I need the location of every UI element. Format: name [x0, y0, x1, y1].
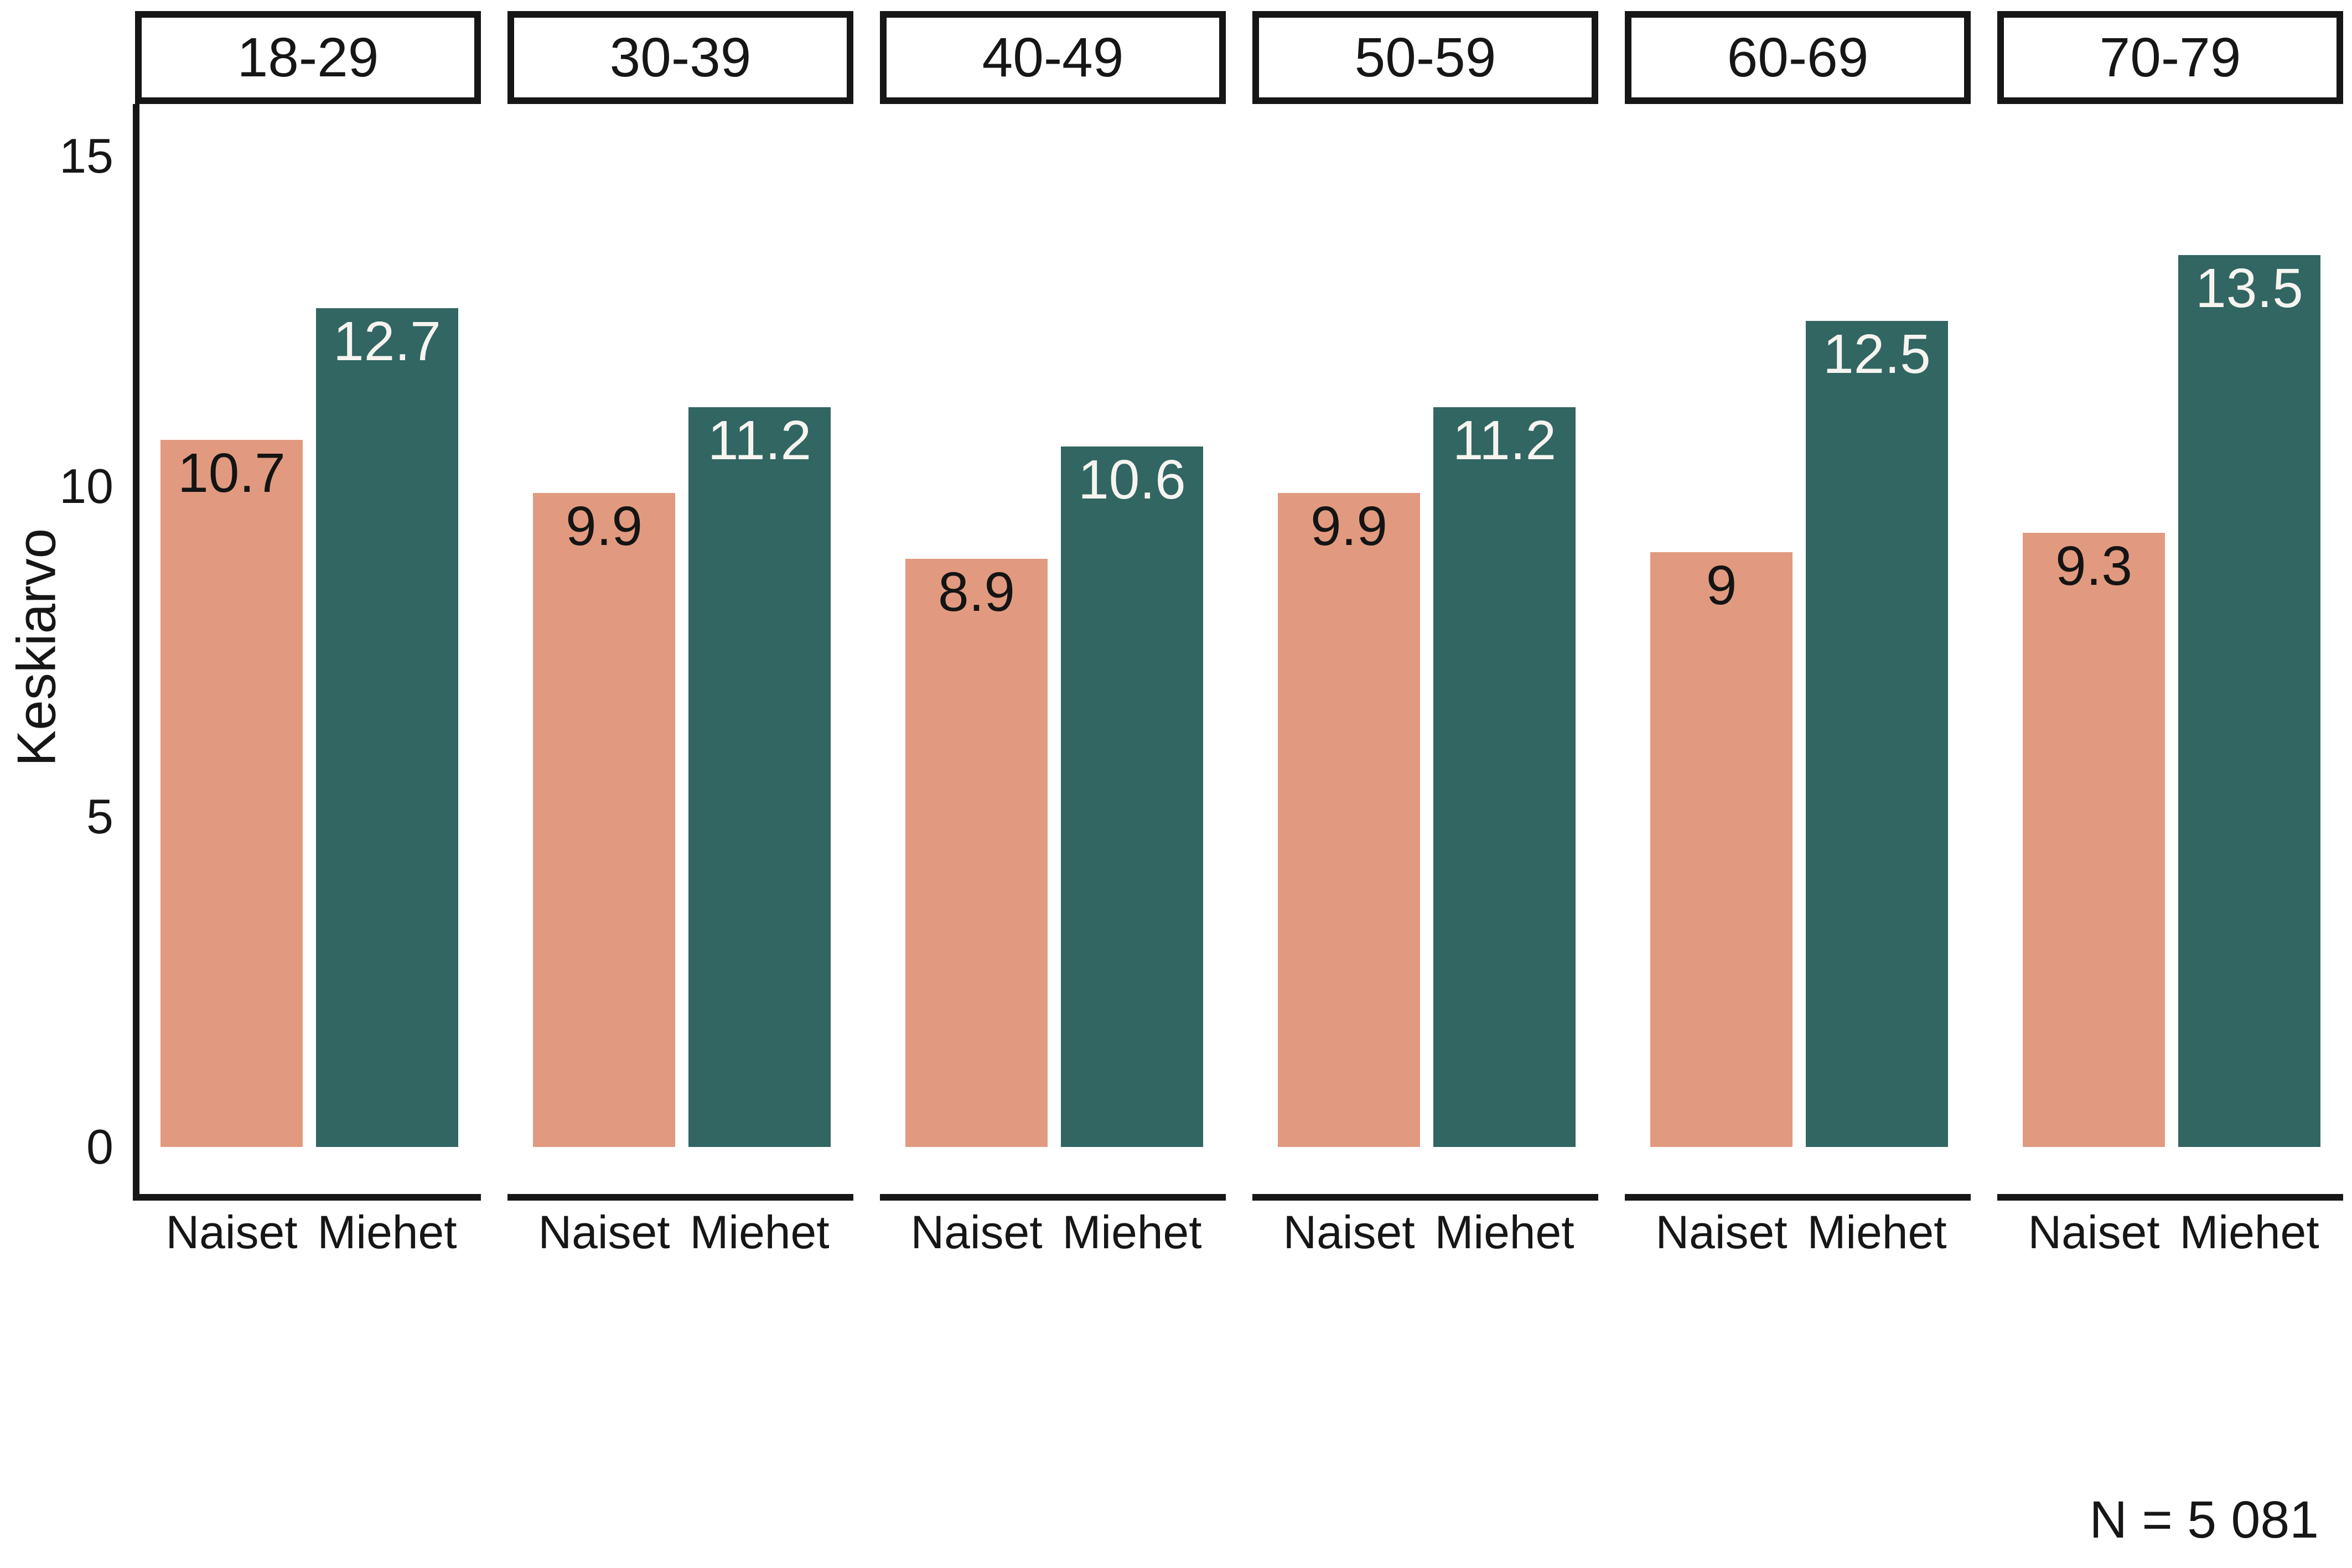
facet-18-29: 18-29 10.7 Naiset 12.7 Miehet [135, 0, 481, 1568]
category-label-miehet: Miehet [317, 1206, 457, 1258]
bar-value-label: 10.7 [178, 442, 286, 504]
bar-value-label: 8.9 [937, 561, 1015, 623]
category-label-miehet: Miehet [2179, 1206, 2319, 1258]
y-axis-line [133, 104, 139, 1201]
category-label-miehet: Miehet [690, 1206, 830, 1258]
bar-value-label: 9 [1706, 554, 1737, 616]
bar-value-label: 12.5 [1823, 323, 1931, 385]
bar-naiset: 9 [1650, 552, 1793, 1147]
bar-value-label: 11.2 [1452, 409, 1557, 471]
y-axis-label: Keskiarvo [6, 528, 67, 767]
bar-miehet: 12.7 [316, 308, 458, 1147]
bar-miehet: 12.5 [1806, 321, 1948, 1147]
category-label-naiset: Naiset [1283, 1206, 1415, 1258]
facet-header: 18-29 [135, 11, 481, 104]
facet-header: 60-69 [1625, 11, 1971, 104]
category-label-miehet: Miehet [1434, 1206, 1574, 1258]
bar-miehet: 11.2 [1433, 407, 1576, 1147]
y-tick-label: 0 [86, 1119, 113, 1174]
y-tick-label: 10 [59, 459, 113, 513]
facet-30-39: 30-39 9.9 Naiset 11.2 Miehet [507, 0, 853, 1568]
x-axis-line [1997, 1194, 2343, 1201]
bar-value-label: 9.9 [1310, 495, 1387, 557]
bar-value-label: 12.7 [333, 310, 441, 372]
x-axis-line [880, 1194, 1226, 1201]
sample-size-annotation: N = 5 081 [2089, 1491, 2319, 1549]
bar-naiset: 9.9 [1278, 493, 1420, 1147]
bar-miehet: 11.2 [688, 407, 831, 1147]
category-label-naiset: Naiset [165, 1206, 298, 1258]
y-tick-label: 15 [59, 128, 113, 183]
facet-header: 50-59 [1252, 11, 1598, 104]
category-label-naiset: Naiset [2028, 1206, 2160, 1258]
facet-header: 30-39 [507, 11, 853, 104]
bar-naiset: 9.9 [533, 493, 675, 1147]
bar-value-label: 9.9 [565, 495, 643, 557]
bar-naiset: 9.3 [2023, 533, 2165, 1147]
facet-40-49: 40-49 8.9 Naiset 10.6 Miehet [880, 0, 1226, 1568]
bar-miehet: 10.6 [1061, 446, 1203, 1147]
bar-value-label: 9.3 [2055, 535, 2132, 597]
category-label-naiset: Naiset [1655, 1206, 1788, 1258]
x-axis-line [507, 1194, 853, 1201]
x-axis-line [1252, 1194, 1598, 1201]
bar-naiset: 10.7 [160, 440, 303, 1147]
bar-value-label: 11.2 [707, 409, 812, 471]
bar-value-label: 13.5 [2195, 257, 2303, 319]
bar-value-label: 10.6 [1078, 449, 1186, 511]
x-axis-line [1625, 1194, 1971, 1201]
bar-miehet: 13.5 [2178, 255, 2320, 1147]
y-tick-label: 5 [86, 789, 113, 844]
facet-header: 40-49 [880, 11, 1226, 104]
facet-70-79: 70-79 9.3 Naiset 13.5 Miehet [1997, 0, 2343, 1568]
facet-header: 70-79 [1997, 11, 2343, 104]
facet-50-59: 50-59 9.9 Naiset 11.2 Miehet [1252, 0, 1598, 1568]
x-axis-line [135, 1194, 481, 1201]
category-label-miehet: Miehet [1062, 1206, 1202, 1258]
category-label-miehet: Miehet [1807, 1206, 1947, 1258]
facet-60-69: 60-69 9 Naiset 12.5 Miehet [1625, 0, 1971, 1568]
category-label-naiset: Naiset [538, 1206, 670, 1258]
bar-naiset: 8.9 [905, 559, 1048, 1147]
category-label-naiset: Naiset [910, 1206, 1043, 1258]
